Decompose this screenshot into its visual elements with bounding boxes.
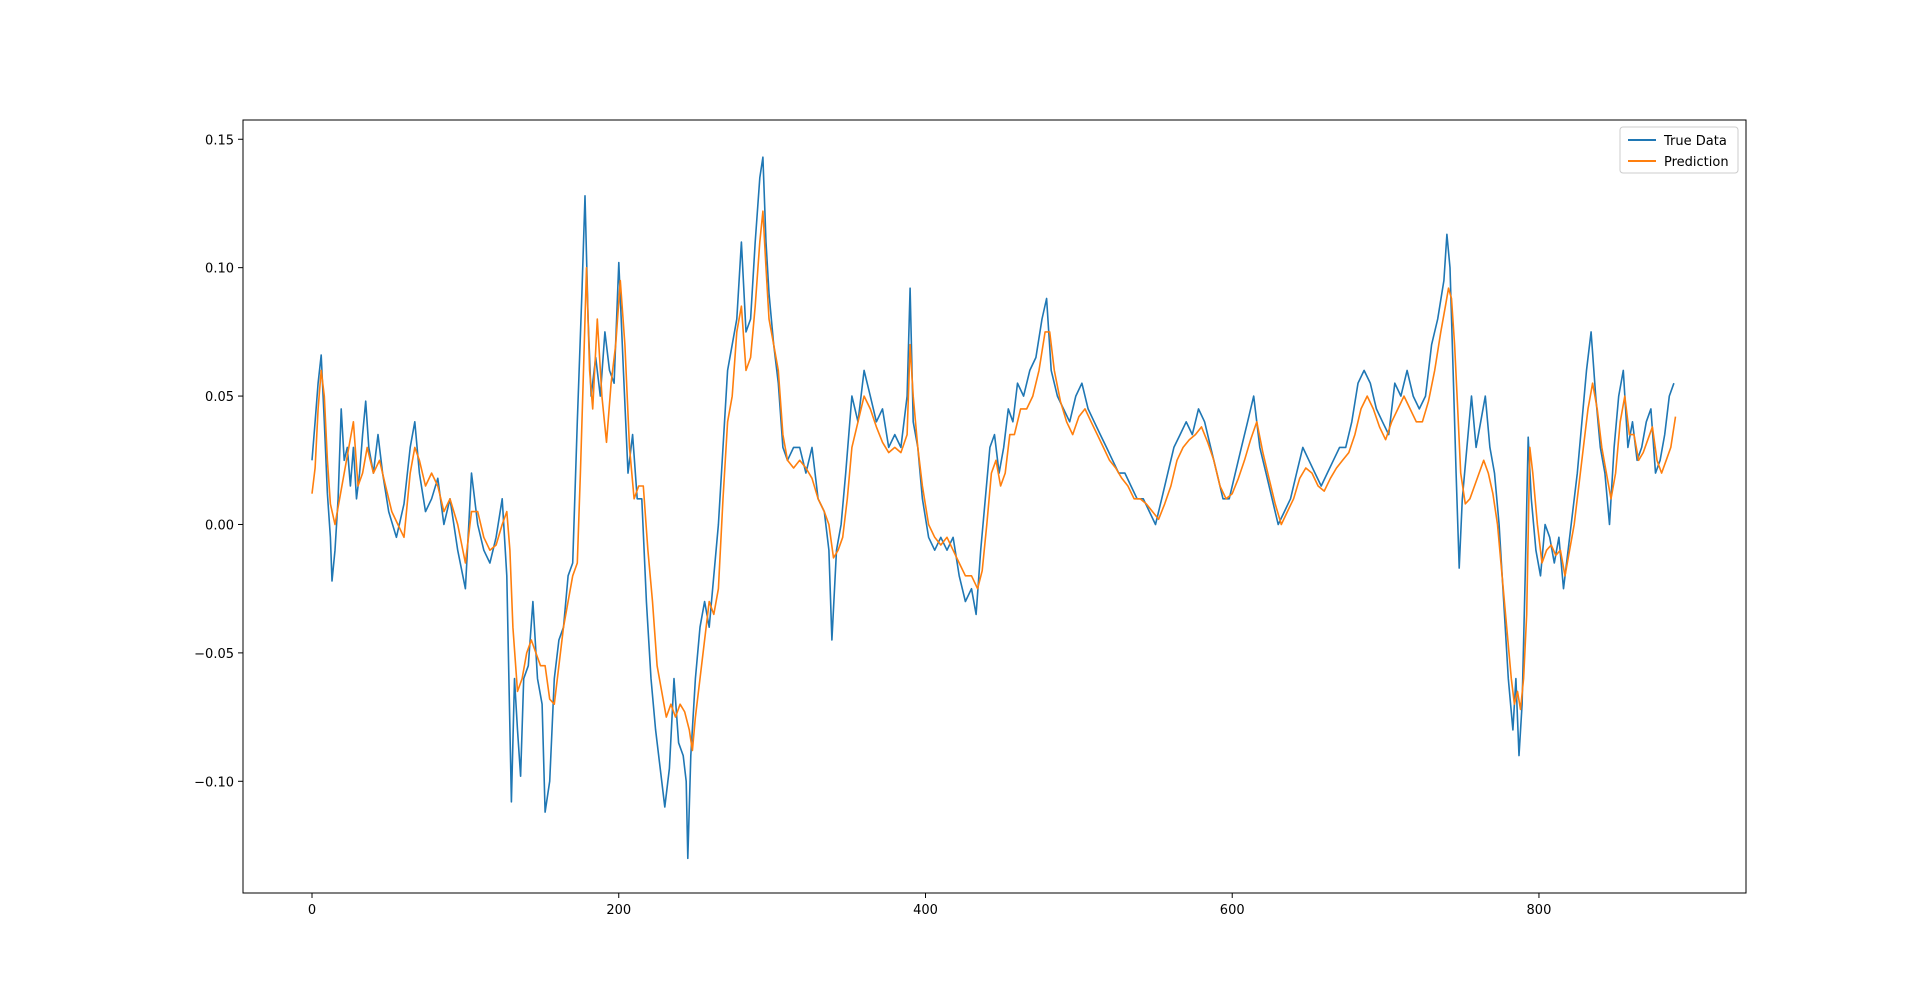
y-tick-label: 0.00 [205, 518, 234, 533]
x-tick-label: 200 [606, 903, 631, 918]
series-layer [311, 156, 1677, 860]
x-tick-label: 800 [1527, 903, 1552, 918]
plot-area [243, 120, 1746, 893]
x-axis: 0 200 400 600 800 [308, 893, 1551, 918]
x-tick-label: 600 [1220, 903, 1245, 918]
x-tick-label: 400 [913, 903, 938, 918]
y-tick-label: −0.05 [194, 647, 234, 662]
y-tick-label: 0.15 [205, 133, 234, 148]
legend: True Data Prediction [1619, 126, 1739, 174]
legend-label-true-data: True Data [1663, 134, 1727, 149]
y-tick-label: −0.10 [194, 775, 234, 790]
plot-frame [242, 119, 1747, 894]
y-axis: −0.10 −0.05 0.00 0.05 0.10 0.15 [194, 133, 243, 790]
y-tick-label: 0.10 [205, 262, 234, 277]
y-tick-label: 0.05 [205, 390, 234, 405]
legend-label-prediction: Prediction [1664, 155, 1729, 170]
series-line-prediction [311, 210, 1677, 752]
x-tick-label: 0 [308, 903, 316, 918]
